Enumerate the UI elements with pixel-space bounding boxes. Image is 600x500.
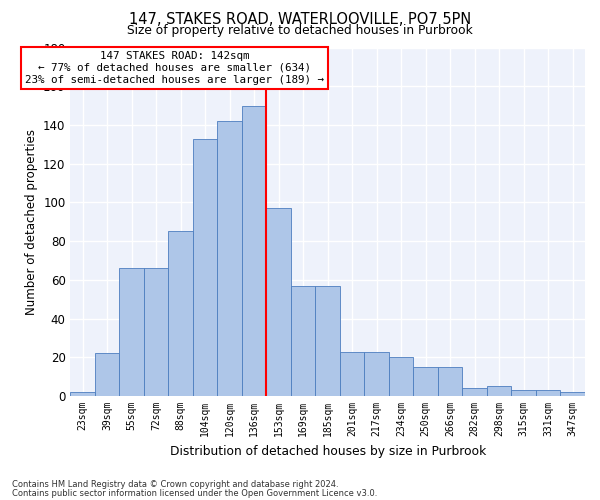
Bar [316, 286, 340, 396]
Bar [144, 268, 169, 396]
Bar [560, 392, 585, 396]
Bar [536, 390, 560, 396]
Bar [340, 352, 364, 396]
Bar [364, 352, 389, 396]
Bar [389, 358, 413, 396]
Bar [70, 392, 95, 396]
Bar [463, 388, 487, 396]
Bar [438, 367, 463, 396]
Bar [95, 354, 119, 396]
Bar [193, 138, 217, 396]
Bar [487, 386, 511, 396]
X-axis label: Distribution of detached houses by size in Purbrook: Distribution of detached houses by size … [170, 444, 486, 458]
Text: Contains public sector information licensed under the Open Government Licence v3: Contains public sector information licen… [12, 488, 377, 498]
Bar [511, 390, 536, 396]
Bar [266, 208, 291, 396]
Text: Size of property relative to detached houses in Purbrook: Size of property relative to detached ho… [127, 24, 473, 37]
Bar [169, 232, 193, 396]
Bar [291, 286, 316, 396]
Bar [217, 121, 242, 396]
Text: 147, STAKES ROAD, WATERLOOVILLE, PO7 5PN: 147, STAKES ROAD, WATERLOOVILLE, PO7 5PN [129, 12, 471, 28]
Text: Contains HM Land Registry data © Crown copyright and database right 2024.: Contains HM Land Registry data © Crown c… [12, 480, 338, 489]
Bar [413, 367, 438, 396]
Text: 147 STAKES ROAD: 142sqm
← 77% of detached houses are smaller (634)
23% of semi-d: 147 STAKES ROAD: 142sqm ← 77% of detache… [25, 52, 324, 84]
Bar [119, 268, 144, 396]
Y-axis label: Number of detached properties: Number of detached properties [25, 129, 38, 315]
Bar [242, 106, 266, 396]
